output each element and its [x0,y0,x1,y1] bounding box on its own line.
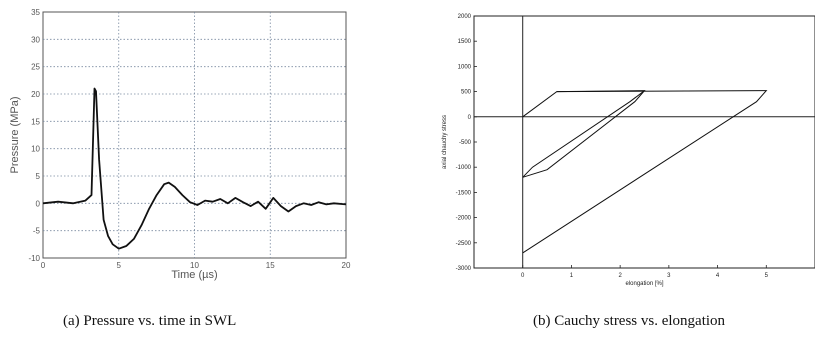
y-tick-label: 25 [31,63,40,72]
x-tick-label: 20 [342,261,351,270]
pressure-chart: 0 5 10 15 20 -10 -5 0 5 10 15 20 25 30 35 Time (µs) Pres… [9,8,351,281]
stress-chart: 0 1 2 3 4 5 -3000 -2500 -2000 -1500 -1000 -500 0 500 1… [442,14,815,287]
y-tick-label: 35 [31,8,40,17]
x-tick-label: 0 [521,273,525,279]
y-tick-label: 2000 [458,14,472,20]
x-tick-label: 5 [117,261,122,270]
y-tick-label: 20 [31,90,40,99]
caption-b: (b) Cauchy stress vs. elongation [533,313,726,329]
x-tick-label: 15 [266,261,275,270]
x-tick-label: 4 [716,273,720,279]
y-tick-label: -10 [28,254,40,263]
caption-a: (a) Pressure vs. time in SWL [63,313,237,329]
plot-area [473,15,815,269]
x-axis-label: Time (µs) [171,269,217,281]
y-axis-label: axial chauchy stress [442,115,448,169]
y-tick-label: -1500 [456,190,472,196]
x-tick-label: 0 [41,261,46,270]
stress-line-1 [522,90,646,178]
y-tick-label: -2500 [456,241,472,247]
y-tick-label: 0 [36,199,41,208]
y-tick-label: 1500 [458,39,472,45]
x-tick-label: 3 [667,273,671,279]
x-tick-label: 10 [190,261,199,270]
y-tick-label: 15 [31,117,40,126]
y-tick-label: 10 [31,145,40,154]
y-axis-label: Pressure (MPa) [9,96,21,173]
x-tick-label: 5 [765,273,769,279]
x-tick-label: 1 [570,273,574,279]
y-tick-label: 0 [468,115,472,121]
y-tick-label: -2000 [456,216,472,222]
stress-line-3 [522,90,768,254]
pressure-line [42,87,347,250]
y-tick-label: 5 [36,172,41,181]
x-tick-label: 2 [618,273,622,279]
y-tick-label: 30 [31,35,40,44]
y-tick-label: -5 [33,227,41,236]
y-tick-label: -3000 [456,266,472,272]
x-axis-label: elongation [%] [625,281,663,287]
y-tick-label: 500 [461,90,472,96]
y-tick-label: -500 [459,140,472,146]
y-tick-label: -1000 [456,165,472,171]
stress-line-2 [522,90,645,178]
y-tick-label: 1000 [458,64,472,70]
